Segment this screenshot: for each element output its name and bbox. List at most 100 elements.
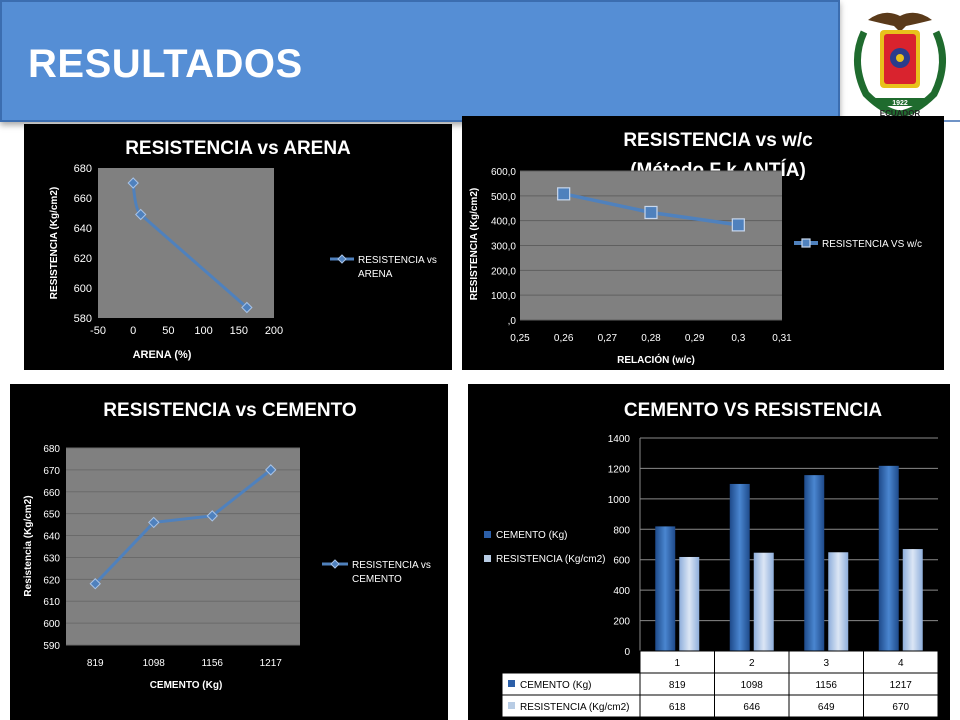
y-tick-label: 640 bbox=[74, 223, 92, 235]
x-tick-label: -50 bbox=[90, 325, 106, 337]
table-cell: 618 bbox=[669, 702, 686, 713]
x-axis-label: CEMENTO (Kg) bbox=[150, 680, 223, 691]
y-tick-label: 660 bbox=[74, 193, 92, 205]
y-tick-label: 1400 bbox=[608, 434, 631, 445]
chart-bar-canvas: CEMENTO VS RESISTENCIA 0 200 400 600 800 1000 1… bbox=[484, 400, 939, 718]
y-tick-label: 800 bbox=[613, 525, 630, 536]
legend-label-line2: CEMENTO bbox=[352, 574, 402, 585]
data-point bbox=[241, 301, 253, 314]
y-tick-label: 590 bbox=[43, 641, 60, 652]
data-point bbox=[148, 516, 160, 529]
data-point bbox=[731, 218, 745, 232]
y-tick-label: 100,0 bbox=[491, 291, 516, 302]
y-tick-label: 620 bbox=[74, 253, 92, 265]
bar-resistencia bbox=[902, 549, 923, 651]
chart-resistencia-wc: RESISTENCIA vs w/c(Método F k ANTÍA),010… bbox=[462, 116, 944, 370]
y-tick-label: 400,0 bbox=[491, 217, 516, 228]
bar-resistencia bbox=[753, 552, 774, 651]
y-tick-label: 610 bbox=[43, 597, 60, 608]
x-tick-label: 150 bbox=[230, 325, 248, 337]
table-cell: 1217 bbox=[890, 680, 913, 691]
legend-marker bbox=[337, 254, 347, 264]
x-tick-label: 200 bbox=[265, 325, 283, 337]
x-tick-label: 0 bbox=[130, 325, 136, 337]
legend-label: RESISTENCIA VS w/c bbox=[822, 239, 922, 250]
y-tick-label: 1200 bbox=[608, 464, 631, 475]
y-tick-label: 680 bbox=[43, 444, 60, 455]
y-tick-label: 670 bbox=[43, 466, 60, 477]
data-point bbox=[557, 187, 571, 201]
table-category: 4 bbox=[898, 658, 904, 669]
bar-cemento bbox=[655, 526, 676, 651]
x-tick-label: 1217 bbox=[260, 658, 283, 669]
legend-label-line2: ARENA bbox=[358, 269, 393, 280]
data-point bbox=[135, 208, 147, 221]
data-point bbox=[644, 205, 658, 220]
x-tick-label: 1156 bbox=[201, 658, 223, 669]
x-tick-label: 0,28 bbox=[641, 333, 661, 344]
table-cell: 819 bbox=[669, 680, 686, 691]
y-tick-label: 640 bbox=[43, 532, 60, 543]
y-tick-label: ,0 bbox=[508, 316, 517, 327]
table-legend-key bbox=[508, 702, 515, 709]
data-point bbox=[206, 510, 218, 522]
y-tick-label: 200,0 bbox=[491, 266, 516, 277]
x-tick-label: 0,27 bbox=[598, 333, 618, 344]
x-tick-label: 0,31 bbox=[772, 333, 792, 344]
chart-resistencia-arena: RESISTENCIA vs ARENA 580 600 620 640 660 680 -5… bbox=[24, 124, 452, 370]
table-cell: 1156 bbox=[815, 680, 837, 691]
plot-area bbox=[66, 448, 300, 645]
table-cell: 1098 bbox=[741, 680, 764, 691]
x-axis-label: ARENA (%) bbox=[133, 349, 192, 361]
legend-label: RESISTENCIA (Kg/cm2) bbox=[496, 554, 605, 565]
chart-title: CEMENTO VS RESISTENCIA bbox=[624, 400, 883, 421]
x-tick-label: 0,3 bbox=[731, 333, 745, 344]
x-tick-label: 0,26 bbox=[554, 333, 574, 344]
legend-marker bbox=[330, 559, 340, 569]
y-tick-label: 300,0 bbox=[491, 242, 516, 253]
x-tick-label: 1098 bbox=[143, 658, 166, 669]
data-point bbox=[265, 464, 277, 476]
legend-label-line1: RESISTENCIA vs bbox=[352, 560, 431, 571]
data-point bbox=[127, 177, 139, 189]
y-tick-label: 620 bbox=[43, 575, 60, 586]
legend-label: CEMENTO (Kg) bbox=[496, 530, 568, 541]
y-tick-label: 660 bbox=[43, 488, 60, 499]
y-tick-label: 600 bbox=[613, 556, 630, 567]
y-tick-label: 1000 bbox=[608, 495, 631, 506]
y-tick-label: 680 bbox=[74, 163, 92, 175]
crest-wreath bbox=[853, 30, 947, 118]
chart-resistencia-cemento: RESISTENCIA vs CEMENTO 590 600 610 620 630 640… bbox=[10, 384, 448, 720]
crest-year: 1922 bbox=[892, 100, 908, 107]
chart-wc-canvas: RESISTENCIA vs w/c(Método F k ANTÍA),010… bbox=[469, 130, 922, 366]
table-series-name: RESISTENCIA (Kg/cm2) bbox=[520, 702, 629, 713]
series-line bbox=[94, 468, 272, 585]
y-tick-label: 0 bbox=[624, 647, 630, 658]
chart-title: RESISTENCIA vs ARENA bbox=[125, 138, 351, 159]
y-axis-label: RESISTENCIA (Kg/cm2) bbox=[469, 188, 480, 300]
y-tick-label: 650 bbox=[43, 510, 60, 521]
chart-arena-canvas: RESISTENCIA vs ARENA 580 600 620 640 660 680 -5… bbox=[49, 138, 437, 361]
chart-title: RESISTENCIA vs CEMENTO bbox=[103, 400, 356, 421]
x-tick-label: 0,29 bbox=[685, 333, 705, 344]
x-tick-label: 819 bbox=[87, 658, 104, 669]
bar-cemento bbox=[878, 465, 899, 651]
legend-key bbox=[484, 555, 491, 562]
chart-cemento-canvas: RESISTENCIA vs CEMENTO 590 600 610 620 630 640… bbox=[23, 400, 431, 691]
table-series-name: CEMENTO (Kg) bbox=[520, 680, 592, 691]
x-tick-label: 100 bbox=[194, 325, 212, 337]
table-cell: 646 bbox=[743, 702, 760, 713]
y-tick-label: 500,0 bbox=[491, 192, 516, 203]
y-tick-label: 580 bbox=[74, 313, 92, 325]
y-axis-label: Resistencia (Kg/cm2) bbox=[23, 495, 34, 596]
title-banner: RESULTADOS bbox=[0, 0, 840, 122]
slide-title: RESULTADOS bbox=[28, 42, 303, 86]
crest-ribbon bbox=[874, 98, 926, 106]
crest-label: ECUADOR bbox=[880, 109, 921, 118]
table-legend-key bbox=[508, 680, 515, 687]
x-tick-label: 50 bbox=[162, 325, 174, 337]
y-tick-label: 600 bbox=[43, 619, 60, 630]
y-tick-label: 600,0 bbox=[491, 167, 516, 178]
coat-of-arms-logo: 1922 ECUADOR bbox=[853, 12, 947, 118]
table-row bbox=[501, 694, 939, 718]
